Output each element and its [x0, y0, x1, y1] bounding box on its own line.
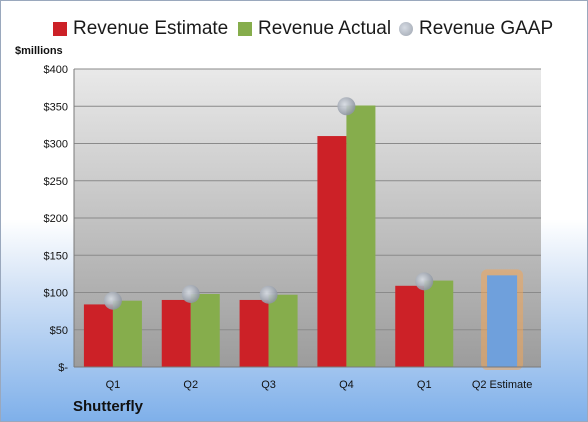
marker-revenue-gaap [103, 291, 122, 310]
marker-revenue-gaap [337, 97, 356, 116]
legend-label: Revenue Estimate [73, 18, 229, 39]
bar-revenue-actual [424, 280, 454, 367]
legend-item-revenue-gaap: Revenue GAAP [399, 17, 553, 41]
y-tick-label: $50 [50, 325, 68, 337]
bar-revenue-actual [112, 300, 142, 367]
bar-revenue-estimate [83, 304, 113, 367]
y-tick-label: $350 [44, 101, 68, 113]
y-tick-label: $250 [44, 176, 68, 188]
x-tick-label: Q2 Estimate [472, 379, 533, 391]
y-tick-label: $200 [44, 213, 68, 225]
marker-revenue-gaap [259, 285, 278, 304]
legend-label: Revenue GAAP [419, 18, 554, 39]
x-tick-label: Q1 [106, 379, 121, 391]
bar-revenue-estimate [395, 285, 425, 367]
x-tick-label: Q3 [261, 379, 276, 391]
y-axis-unit-label: $millions [15, 45, 63, 57]
bar-revenue-estimate [317, 136, 347, 367]
x-tick-label: Q4 [339, 379, 354, 391]
legend-item-revenue-estimate: Revenue Estimate [53, 17, 228, 41]
y-tick-label: $300 [44, 139, 68, 151]
marker-revenue-gaap [415, 272, 434, 291]
bar-revenue-actual [268, 294, 298, 367]
legend-marker-gray [399, 22, 413, 36]
legend-label: Revenue Actual [258, 18, 392, 39]
y-tick-label: $400 [44, 64, 68, 76]
bar-q2-estimate [487, 275, 518, 367]
legend-swatch-green [238, 22, 252, 36]
bar-revenue-actual [190, 293, 220, 367]
y-tick-label: $- [58, 362, 68, 374]
bar-revenue-estimate [161, 299, 191, 367]
company-name: Shutterfly [73, 398, 144, 415]
y-tick-label: $150 [44, 250, 68, 262]
bar-revenue-estimate [239, 299, 269, 367]
legend-swatch-red [53, 22, 67, 36]
marker-revenue-gaap [181, 284, 200, 303]
x-tick-label: Q1 [417, 379, 432, 391]
y-tick-label: $100 [44, 288, 68, 300]
legend-item-revenue-actual: Revenue Actual [238, 17, 391, 41]
x-tick-label: Q2 [183, 379, 198, 391]
bar-revenue-actual [346, 105, 376, 367]
